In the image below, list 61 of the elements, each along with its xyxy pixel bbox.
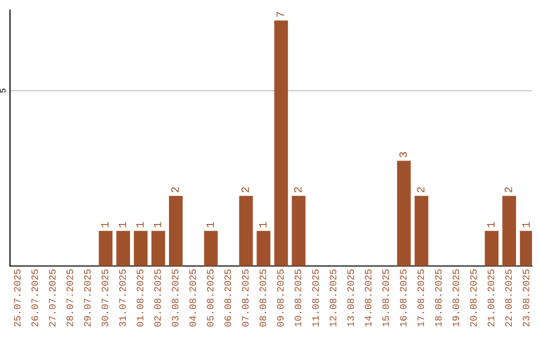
data-label: 1 <box>522 222 530 228</box>
bar <box>98 230 112 266</box>
x-tick-label: 09.08.2025 <box>277 269 284 327</box>
bar <box>484 230 498 266</box>
bar <box>204 230 218 266</box>
data-label: 7 <box>276 12 284 17</box>
x-tick-label: 15.08.2025 <box>382 269 389 326</box>
data-label: 2 <box>241 187 249 192</box>
y-tick-label: 5 <box>0 88 6 93</box>
data-label: 2 <box>171 187 179 192</box>
x-tick-label: 05.08.2025 <box>206 269 214 327</box>
x-tick-label: 17.08.2025 <box>417 269 424 326</box>
bar <box>239 196 253 266</box>
data-label: 3 <box>399 152 407 158</box>
x-tick-label: 19.08.2025 <box>452 269 460 326</box>
x-tick-label: 27.07.2025 <box>49 269 56 326</box>
x-tick-label: 11.08.2025 <box>312 269 319 326</box>
x-tick-label: 22.08.2025 <box>505 269 512 326</box>
data-label: 1 <box>101 222 108 228</box>
bar <box>274 20 288 266</box>
x-tick-label: 13.08.2025 <box>347 269 354 326</box>
x-tick-label: 18.08.2025 <box>435 269 442 326</box>
data-label: 2 <box>504 187 512 192</box>
x-tick-label: 10.08.2025 <box>294 269 302 326</box>
data-label: 1 <box>118 222 126 228</box>
data-label: 1 <box>206 222 214 228</box>
x-tick-label: 14.08.2025 <box>364 269 372 326</box>
x-tick-label: 16.08.2025 <box>400 269 407 326</box>
bar <box>414 196 428 266</box>
x-tick-label: 01.08.2025 <box>136 269 144 327</box>
x-tick-label: 23.08.2025 <box>522 269 530 326</box>
bar <box>292 196 306 266</box>
bar <box>116 230 130 266</box>
x-tick-label: 25.07.2025 <box>14 269 21 326</box>
bar <box>502 196 516 266</box>
x-tick-label: 28.07.2025 <box>66 269 74 326</box>
x-tick-label: 20.08.2025 <box>470 269 477 326</box>
x-tick-label: 08.08.2025 <box>260 269 266 327</box>
bar <box>151 230 166 266</box>
x-tick-label: 12.08.2025 <box>330 269 336 326</box>
data-label: 1 <box>154 222 162 228</box>
x-tick-label: 26.07.2025 <box>31 269 38 326</box>
data-label: 1 <box>136 222 144 228</box>
bar <box>397 160 411 266</box>
x-tick-label: 21.08.2025 <box>488 269 494 326</box>
x-tick-label: 06.08.2025 <box>224 269 232 327</box>
bar <box>134 230 148 266</box>
bar <box>168 196 183 266</box>
x-tick-label: 31.07.2025 <box>119 269 126 327</box>
data-label: 2 <box>416 187 424 192</box>
x-tick-label: 29.07.2025 <box>84 269 91 326</box>
data-label: 1 <box>487 222 495 228</box>
data-label: 2 <box>294 187 302 192</box>
x-tick-label: 02.08.2025 <box>154 269 161 327</box>
bar <box>256 230 270 266</box>
bar <box>520 230 532 266</box>
x-tick-label: 30.07.2025 <box>102 269 108 327</box>
x-tick-label: 04.08.2025 <box>189 269 196 327</box>
x-tick-label: 07.08.2025 <box>242 269 249 327</box>
data-label: 1 <box>259 222 266 228</box>
x-tick-label: 03.08.2025 <box>172 269 178 327</box>
